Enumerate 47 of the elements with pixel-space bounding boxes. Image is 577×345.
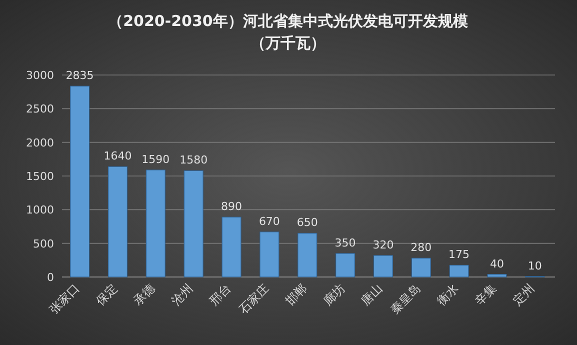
x-tick-label: 承德 <box>130 281 158 308</box>
x-tick-label: 廊坊 <box>320 281 348 308</box>
bar <box>260 232 280 278</box>
chart-subtitle: （万千瓦） <box>250 34 326 52</box>
y-tick-label: 1500 <box>26 170 54 183</box>
x-tick-label: 沧州 <box>168 281 196 308</box>
chart-title: （2020-2030年）河北省集中式光伏发电可开发规模 <box>108 12 469 30</box>
data-label: 670 <box>258 214 280 228</box>
bar <box>298 232 318 278</box>
data-label: 280 <box>410 241 432 254</box>
y-tick-label: 1000 <box>26 204 54 217</box>
x-tick-label: 秦皇岛 <box>388 281 424 317</box>
x-tick-label: 保定 <box>93 281 120 308</box>
x-tick-label: 定州 <box>510 281 538 308</box>
bar <box>70 86 90 278</box>
x-tick-label: 衡水 <box>434 281 462 308</box>
y-tick-label: 3000 <box>26 69 54 82</box>
data-label: 1640 <box>104 150 132 163</box>
bar <box>222 216 242 278</box>
data-label: 40 <box>490 257 504 270</box>
data-label: 1590 <box>142 152 170 166</box>
y-tick-label: 2500 <box>26 102 54 116</box>
data-label: 1580 <box>180 154 208 167</box>
x-tick-label: 邯郸 <box>282 281 310 308</box>
bar <box>373 255 393 278</box>
x-tick-label: 邢台 <box>206 281 234 308</box>
x-tick-label: 张家口 <box>46 281 82 317</box>
bar <box>336 253 356 278</box>
y-tick-label: 500 <box>33 237 54 250</box>
data-label: 650 <box>296 216 318 230</box>
data-label: 2835 <box>66 69 94 82</box>
data-label: 890 <box>221 200 242 214</box>
bar <box>487 274 507 278</box>
x-tick-label: 石家庄 <box>236 281 272 317</box>
y-tick-label: 2000 <box>26 136 54 150</box>
y-tick-label: 0 <box>47 271 54 284</box>
data-label: 175 <box>448 248 470 262</box>
bar <box>146 170 166 278</box>
data-label: 10 <box>528 259 542 272</box>
x-tick-label: 唐山 <box>358 281 386 308</box>
bar <box>108 166 128 278</box>
bar <box>449 264 469 278</box>
bar <box>184 170 204 278</box>
bar <box>411 258 431 278</box>
data-label: 320 <box>372 238 394 252</box>
data-label: 350 <box>334 236 356 250</box>
x-tick-label: 辛集 <box>472 281 500 308</box>
